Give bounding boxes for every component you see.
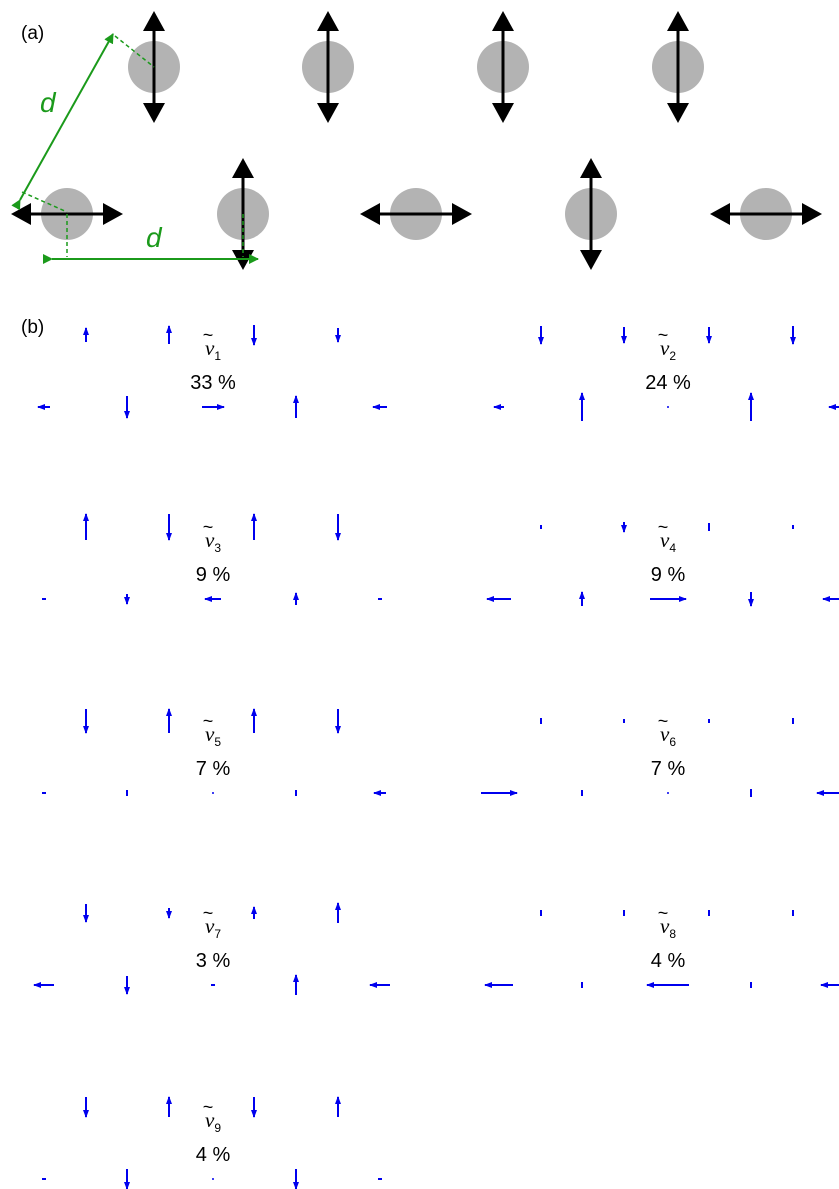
- mode-tilde: ~: [203, 325, 214, 345]
- mode-8: ν8~4 %: [484, 903, 839, 988]
- mode-percentage: 7 %: [651, 758, 686, 780]
- horizontal-distance-label: d: [146, 222, 163, 253]
- particle-top-2: [302, 11, 354, 123]
- mode-2: ν2~24 %: [493, 325, 839, 421]
- mode-6: ν6~7 %: [481, 711, 839, 797]
- panel-a-label: (a): [21, 23, 44, 44]
- displacement-dot: [667, 792, 669, 794]
- mode-symbol: ν6: [660, 722, 676, 749]
- mode-tilde: ~: [658, 711, 669, 731]
- mode-symbol: ν9: [205, 1108, 221, 1135]
- mode-7: ν7~3 %: [33, 902, 390, 995]
- mode-tilde: ~: [203, 711, 214, 731]
- mode-percentage: 4 %: [651, 950, 686, 972]
- diagonal-guide-bottom: [21, 191, 68, 213]
- mode-symbol: ν3: [205, 528, 221, 555]
- mode-symbol: ν1: [205, 336, 221, 363]
- particle-bottom-3: [360, 188, 472, 240]
- mode-symbol: ν2: [660, 336, 676, 363]
- mode-9: ν9~4 %: [42, 1096, 382, 1189]
- mode-grid: ν1~33 %ν2~24 %ν3~9 %ν4~9 %ν5~7 %ν6~7 %ν7…: [33, 325, 839, 1189]
- mode-4: ν4~9 %: [486, 517, 839, 607]
- mode-percentage: 7 %: [196, 758, 231, 780]
- displacement-dot: [667, 406, 669, 408]
- mode-percentage: 24 %: [645, 372, 691, 394]
- particle-bottom-4: [565, 158, 617, 270]
- mode-tilde: ~: [658, 325, 669, 345]
- diagonal-guide-top: [114, 35, 155, 68]
- diagonal-distance-label: d: [40, 87, 57, 118]
- mode-symbol: ν5: [205, 722, 221, 749]
- mode-percentage: 3 %: [196, 950, 231, 972]
- particle-top-4: [652, 11, 704, 123]
- displacement-dot: [212, 1178, 214, 1180]
- displacement-dot: [212, 792, 214, 794]
- particle-top-3: [477, 11, 529, 123]
- panel-b-label: (b): [21, 317, 44, 338]
- mode-percentage: 33 %: [190, 372, 236, 394]
- mode-tilde: ~: [658, 903, 669, 923]
- mode-3: ν3~9 %: [42, 513, 382, 605]
- mode-tilde: ~: [203, 517, 214, 537]
- mode-symbol: ν7: [205, 914, 221, 941]
- mode-tilde: ~: [203, 1097, 214, 1117]
- mode-symbol: ν8: [660, 914, 676, 941]
- diagonal-distance-line: [11, 33, 114, 211]
- mode-5: ν5~7 %: [42, 708, 386, 796]
- distance-annotations: [11, 33, 259, 264]
- particle-bottom-5: [710, 188, 822, 240]
- particles-lattice: [11, 11, 822, 270]
- mode-1: ν1~33 %: [37, 325, 387, 419]
- panel-b: (b) ν1~33 %ν2~24 %ν3~9 %ν4~9 %ν5~7 %ν6~7…: [21, 317, 839, 1189]
- mode-symbol: ν4: [660, 528, 676, 555]
- mode-percentage: 9 %: [196, 564, 231, 586]
- mode-percentage: 9 %: [651, 564, 686, 586]
- mode-tilde: ~: [658, 517, 669, 537]
- mode-percentage: 4 %: [196, 1144, 231, 1166]
- panel-a: (a) d d: [11, 11, 822, 270]
- mode-tilde: ~: [203, 903, 214, 923]
